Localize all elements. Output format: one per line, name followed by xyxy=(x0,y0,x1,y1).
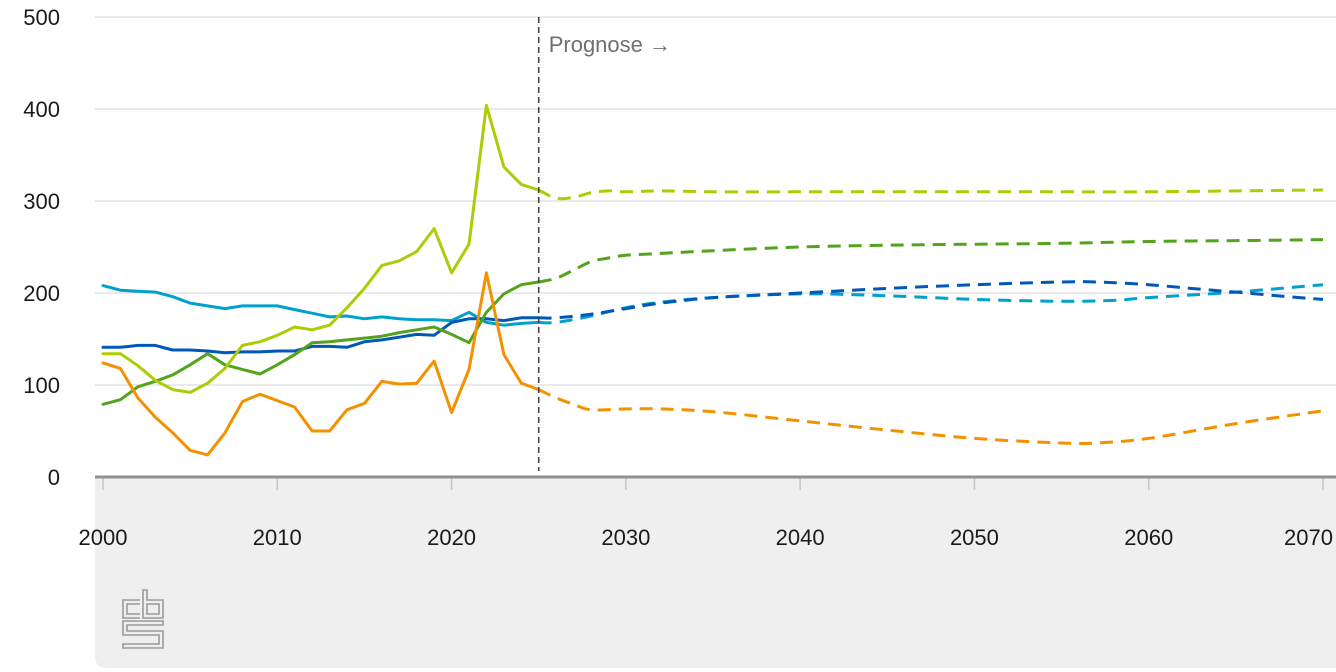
y-tick-label: 300 xyxy=(23,189,60,214)
series-5-historical-line xyxy=(101,271,541,457)
x-tick-label: 2040 xyxy=(776,525,825,550)
y-tick-label: 0 xyxy=(48,465,60,490)
series-4-historical-line xyxy=(101,103,541,394)
series-1-historical-line xyxy=(101,284,541,327)
forecast-marker-layer: Prognose → xyxy=(537,17,671,471)
x-axis-panel xyxy=(95,477,1336,668)
axis-panel-layer xyxy=(95,477,1336,668)
y-tick-label: 100 xyxy=(23,373,60,398)
series-4-forecast-line xyxy=(538,188,1324,201)
series-3-historical-line xyxy=(101,280,541,406)
series-1-forecast-line xyxy=(538,283,1324,325)
series-5-forecast-line xyxy=(538,388,1324,446)
grid-layer xyxy=(95,16,1336,490)
forecast-annotation: Prognose → xyxy=(549,32,671,57)
y-tick-label: 400 xyxy=(23,97,60,122)
x-tick-label: 2030 xyxy=(601,525,650,550)
y-tick-label: 200 xyxy=(23,281,60,306)
y-tick-label: 500 xyxy=(23,5,60,30)
cbs-logo-s-shape xyxy=(122,620,164,649)
x-tick-label: 2060 xyxy=(1124,525,1173,550)
series-2-forecast-line xyxy=(538,280,1324,320)
x-tick-label: 2020 xyxy=(427,525,476,550)
series-layer xyxy=(101,103,1324,457)
series-3-forecast-line xyxy=(538,238,1324,284)
cbs-logo xyxy=(122,589,164,649)
x-tick-label: 2000 xyxy=(79,525,128,550)
cbs-logo-b-shape xyxy=(142,589,164,619)
x-tick-label: 2070 xyxy=(1284,525,1333,550)
labels-layer: 0 100 200 300 400 500 2000 2010 2020 2030 2040 2050… xyxy=(23,5,1333,550)
series-2-historical-line xyxy=(101,316,541,355)
x-tick-label: 2010 xyxy=(253,525,302,550)
cbs-logo-c-shape xyxy=(122,599,140,619)
x-tick-label: 2050 xyxy=(950,525,999,550)
